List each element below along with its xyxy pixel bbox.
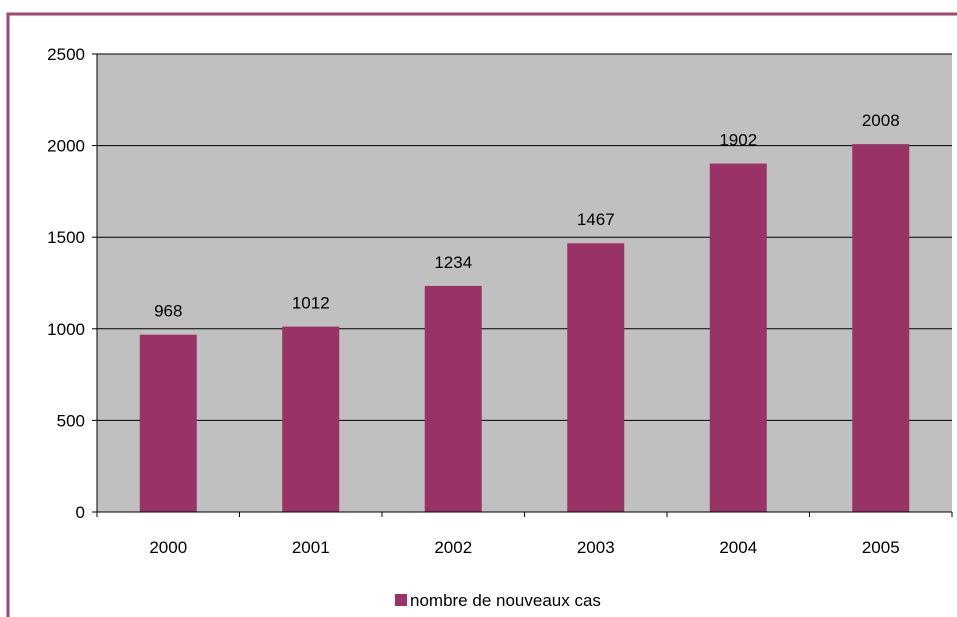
plot-area <box>97 54 952 512</box>
y-tick-label: 2500 <box>47 45 85 64</box>
x-tick-label: 2000 <box>149 538 187 557</box>
data-label-2005: 2008 <box>862 111 900 130</box>
x-tick-label: 2004 <box>719 538 757 557</box>
x-tick-label: 2005 <box>862 538 900 557</box>
y-tick-label: 0 <box>76 503 85 522</box>
data-label-2003: 1467 <box>577 210 615 229</box>
y-tick-label: 1500 <box>47 228 85 247</box>
x-tick-label: 2003 <box>577 538 615 557</box>
data-label-2002: 1234 <box>434 253 472 272</box>
y-tick-labels: 0 500 1000 1500 2000 2500 <box>47 45 85 522</box>
y-tick-label: 2000 <box>47 137 85 156</box>
legend-label: nombre de nouveaux cas <box>410 591 601 610</box>
bar-2000 <box>139 334 197 512</box>
legend: nombre de nouveaux cas <box>395 591 601 610</box>
gridlines <box>97 53 952 421</box>
bar-2003 <box>567 243 625 512</box>
bars <box>139 144 910 513</box>
data-label-2001: 1012 <box>292 294 330 313</box>
y-tick-label: 1000 <box>47 320 85 339</box>
x-tick-labels: 2000 2001 2002 2003 2004 2005 <box>149 538 899 557</box>
chart-frame <box>6 12 957 617</box>
bar-2002 <box>424 285 482 512</box>
axes <box>92 53 953 517</box>
data-labels: 968 1012 1234 1467 1902 2008 <box>154 111 900 321</box>
bar-2004 <box>709 163 767 513</box>
bar-2005 <box>852 144 910 512</box>
bar-2001 <box>282 326 340 512</box>
data-label-2000: 968 <box>154 302 182 321</box>
legend-swatch <box>395 594 407 606</box>
x-tick-label: 2001 <box>292 538 330 557</box>
x-tick-label: 2002 <box>434 538 472 557</box>
y-tick-label: 500 <box>57 411 85 430</box>
data-label-2004: 1902 <box>719 131 757 150</box>
